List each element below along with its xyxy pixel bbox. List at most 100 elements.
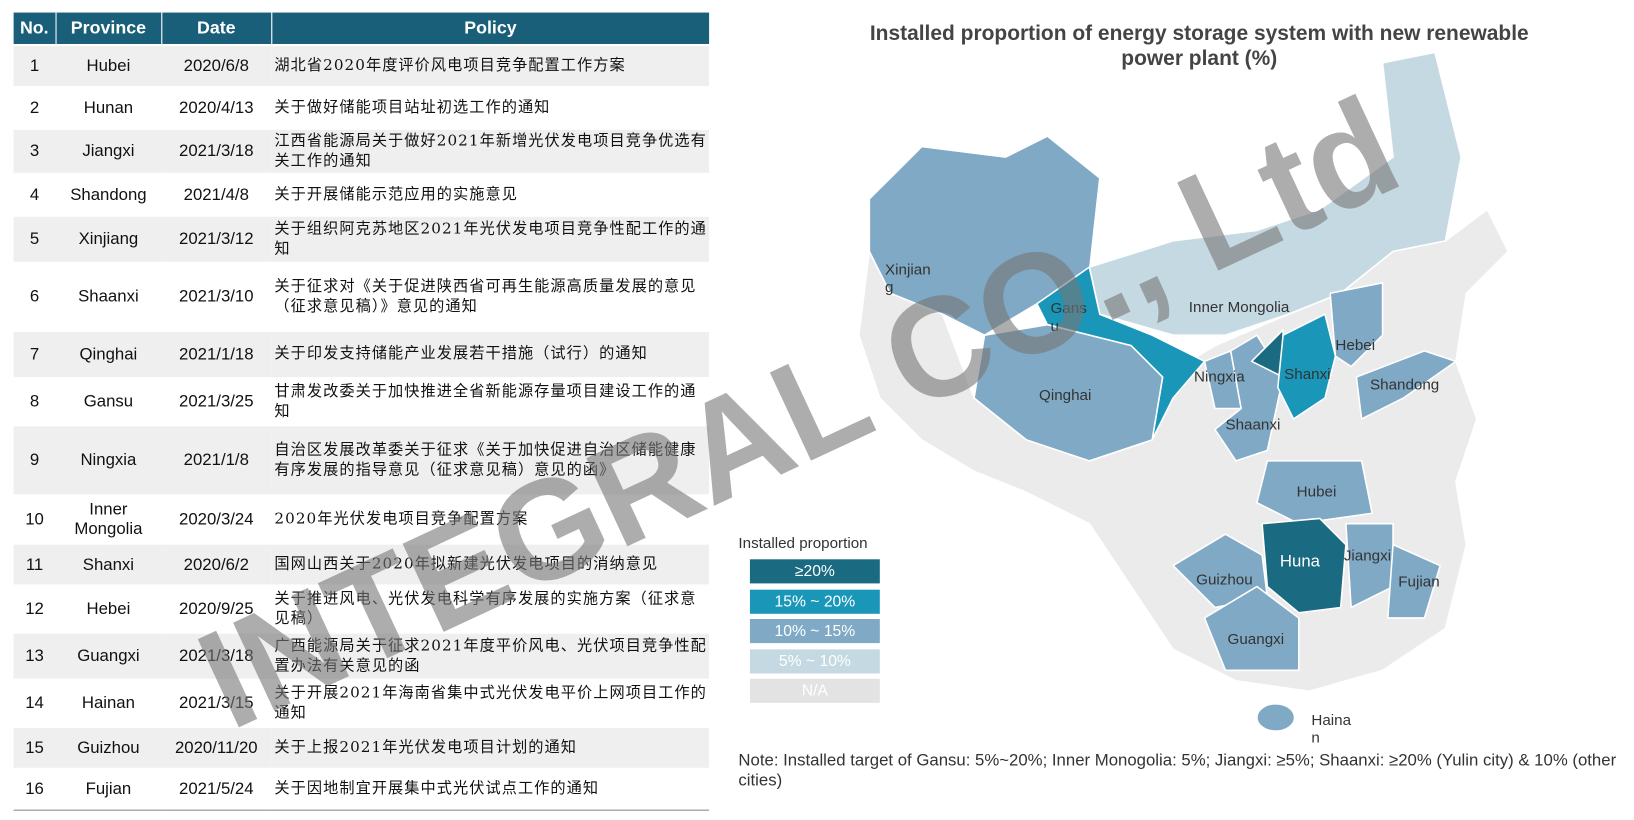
header-cell: Date: [160, 12, 272, 46]
legend-item: 10% ~ 15%: [749, 619, 880, 644]
table-row: 16 Fujian 2021/5/24 关于因地制宜开展集中式光伏试点工作的通知: [13, 767, 710, 810]
table-cell: Jiangxi: [55, 127, 162, 174]
table-cell: 2021/3/15: [161, 678, 272, 727]
region-guizhou: [1172, 533, 1269, 609]
region-label: Jiangxi: [1343, 547, 1392, 565]
table-cell: 2021/1/8: [161, 424, 272, 496]
table-cell: 3: [13, 127, 56, 174]
table-cell: 8: [13, 377, 56, 426]
table-cell: 关于推进风电、光伏发电科学有序发展的实施方案（征求意见稿）: [271, 584, 710, 633]
region-label: Inner Mongolia: [1188, 299, 1290, 317]
table-cell: Hebei: [55, 584, 162, 633]
table-cell: 2021/5/24: [161, 767, 272, 810]
region-label: Xinjiang: [885, 261, 931, 297]
region-guangxi: [1203, 585, 1300, 672]
table-cell: Hubei: [55, 43, 162, 87]
legend-item: N/A: [749, 678, 880, 703]
table-cell: Guizhou: [55, 725, 162, 769]
table-cell: 2021/3/18: [161, 127, 272, 174]
table-cell: Ningxia: [55, 424, 162, 496]
region-label: Gansu: [1050, 300, 1087, 336]
table-row: 5 Xinjiang 2021/3/12 关于组织阿克苏地区2021年光伏发电项目竞争…: [13, 214, 710, 263]
table-cell: Hainan: [55, 678, 162, 727]
table-cell: 2021/3/25: [161, 377, 272, 426]
table-row: 14 Hainan 2021/3/15 关于开展2021年海南省集中式光伏发电平价上网…: [13, 678, 710, 727]
header-cell: Policy: [270, 12, 710, 46]
policy-table: No. Province Date Policy 1 Hubei 2020/6/8 湖北省20…: [13, 12, 710, 811]
table-cell: 关于因地制宜开展集中式光伏试点工作的通知: [271, 767, 710, 810]
table-cell: 7: [13, 329, 56, 379]
table-cell: 甘肃发改委关于加快推进全省新能源存量项目建设工作的通知: [271, 377, 710, 426]
region-hebei: [1329, 282, 1384, 368]
table-cell: 10: [13, 494, 56, 544]
table-row: 3 Jiangxi 2021/3/18 江西省能源局关于做好2021年新增光伏发电项目…: [13, 127, 710, 174]
table-cell: 江西省能源局关于做好2021年新增光伏发电项目竞争优选有关工作的通知: [271, 127, 710, 174]
table-cell: 国网山西关于2020年拟新建光伏发电项目的消纳意见: [271, 542, 710, 586]
table-cell: 4: [13, 172, 56, 216]
table-cell: 2020/6/8: [161, 43, 272, 87]
table-cell: Qinghai: [55, 329, 162, 379]
table-cell: 14: [13, 678, 56, 727]
table-cell: 2020/6/2: [161, 542, 272, 586]
table-cell: 关于组织阿克苏地区2021年光伏发电项目竞争性配工作的通知: [271, 214, 710, 263]
table-row: 10 Inner Mongolia 2020/3/24 2020年光伏发电项目竞争配置…: [13, 494, 710, 544]
table-row: 13 Guangxi 2021/3/18 广西能源局关于征求2021年度平价风电、光伏…: [13, 631, 710, 680]
table-cell: 2021/4/8: [161, 172, 272, 216]
region-label: Guizhou: [1196, 571, 1253, 589]
table-cell: Inner Mongolia: [55, 494, 162, 544]
region-label: Ningxia: [1194, 368, 1245, 386]
region-hainan: [1256, 703, 1296, 732]
table-cell: 2020年光伏发电项目竞争配置方案: [271, 494, 710, 544]
table-cell: Xinjiang: [55, 214, 162, 263]
table-row: 12 Hebei 2020/9/25 关于推进风电、光伏发电科学有序发展的实施方案（征…: [13, 584, 710, 633]
region-label: Shandong: [1369, 377, 1440, 394]
table-cell: 2021/3/18: [161, 631, 272, 680]
table-cell: Gansu: [55, 377, 162, 426]
header-cell: No.: [13, 12, 56, 46]
header-cell: Province: [54, 12, 162, 46]
region-label: Shaanxi: [1225, 416, 1281, 434]
table-cell: 6: [13, 261, 56, 331]
table-cell: 2020/11/20: [161, 725, 272, 769]
legend-item: 15% ~ 20%: [749, 589, 880, 614]
table-cell: Shanxi: [55, 542, 162, 586]
table-cell: 2021/3/12: [161, 214, 272, 263]
region-qinghai: [973, 323, 1164, 462]
table-cell: 关于开展2021年海南省集中式光伏发电平价上网项目工作的通知: [271, 678, 710, 727]
table-cell: Shandong: [55, 172, 162, 216]
table-cell: 广西能源局关于征求2021年度平价风电、光伏项目竞争性配置办法有关意见的函: [271, 631, 710, 680]
region-label: Hainan: [1311, 712, 1352, 747]
region-hunan: [1261, 517, 1347, 614]
legend-item: 5% ~ 10%: [749, 649, 880, 674]
table-cell: Guangxi: [55, 631, 162, 680]
table-cell: 15: [13, 725, 56, 769]
region-label: Shanxi: [1284, 366, 1331, 384]
table-cell: Fujian: [55, 767, 162, 810]
region-inner-mongolia: [1088, 51, 1462, 336]
table-cell: 2020/4/13: [161, 85, 272, 129]
table-cell: Hunan: [55, 85, 162, 129]
table-cell: 关于征求对《关于促进陕西省可再生能源高质量发展的意见（征求意见稿）》意见的通知: [271, 261, 710, 331]
table-cell: 2020/9/25: [161, 584, 272, 633]
table-row: 15 Guizhou 2020/11/20 关于上报2021年光伏发电项目计划的通知: [13, 725, 710, 769]
region-label: Hebei: [1335, 337, 1376, 355]
region-label: Huna: [1279, 553, 1320, 571]
region-label: Guangxi: [1227, 631, 1285, 649]
region-hubei: [1256, 460, 1373, 525]
table-cell: 9: [13, 424, 56, 496]
table-cell: 2021/1/18: [161, 329, 272, 379]
table-cell: 2020/3/24: [161, 494, 272, 544]
table-cell: 关于开展储能示范应用的实施意见: [271, 172, 710, 216]
table-cell: 11: [13, 542, 56, 586]
region-label: Qinghai: [1039, 387, 1092, 405]
table-row: 6 Shaanxi 2021/3/10 关于征求对《关于促进陕西省可再生能源高质量发展…: [13, 261, 710, 331]
table-cell: 12: [13, 584, 56, 633]
table-cell: 2021/3/10: [161, 261, 272, 331]
table-row: 7 Qinghai 2021/1/18 关于印发支持储能产业发展若干措施（试行）的通知: [13, 329, 710, 379]
table-cell: 5: [13, 214, 56, 263]
table-cell: 2: [13, 85, 56, 129]
table-row: 9 Ningxia 2021/1/8 自治区发展改革委关于征求《关于加快促进自治区储能…: [13, 424, 710, 496]
table-cell: 16: [13, 767, 56, 810]
table-row: 8 Gansu 2021/3/25 甘肃发改委关于加快推进全省新能源存量项目建设工作的…: [13, 377, 710, 426]
